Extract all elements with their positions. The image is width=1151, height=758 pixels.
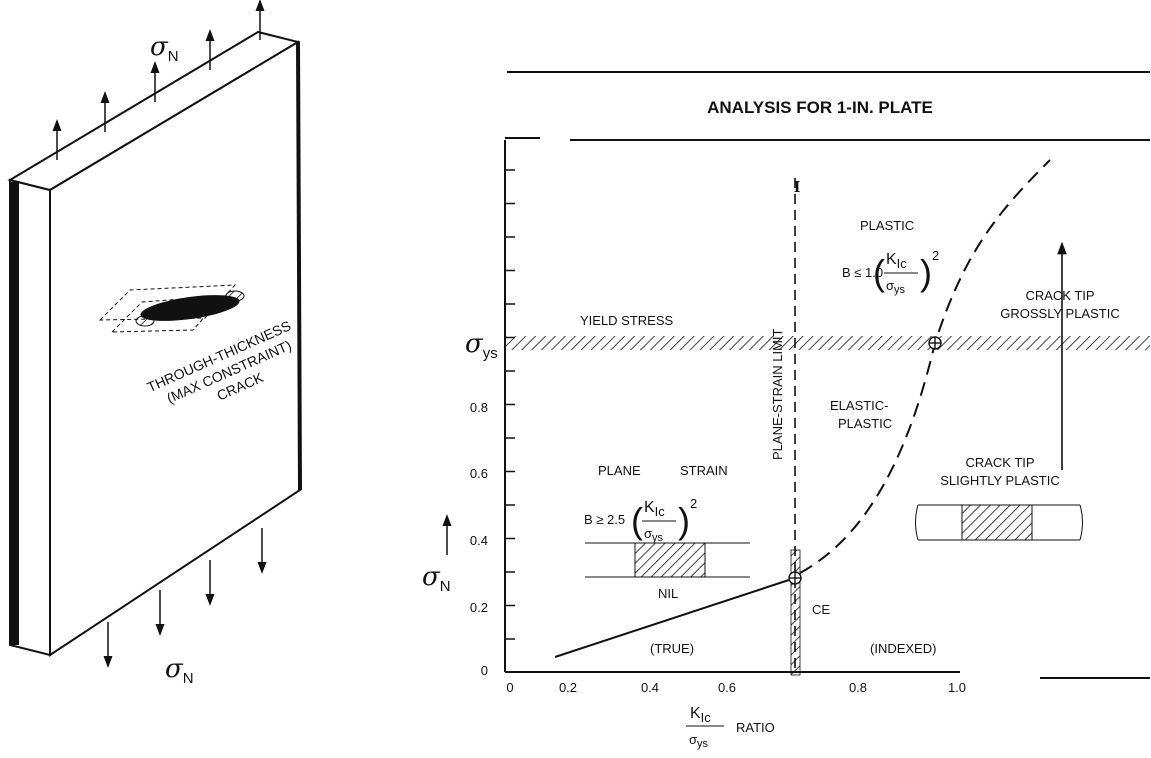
region-label: CRACK TIP: [965, 455, 1034, 470]
x-tick-label: 0: [506, 680, 513, 695]
x-axis-label: RATIO: [736, 720, 775, 735]
scale-label: (TRUE): [650, 641, 694, 656]
exponent: 2: [690, 496, 697, 511]
region-label: STRAIN: [680, 463, 728, 478]
subscript: Ic: [897, 256, 908, 271]
fraction-den: σys: [644, 526, 664, 544]
region-label: ELASTIC-: [830, 398, 889, 413]
plate-edge: [10, 182, 19, 645]
ticks: 0 0.2 0.4 0.6 0.8 0 0.2 0.4 0.6 0.8 1.0: [470, 170, 966, 695]
subscript: ys: [894, 284, 906, 296]
figure: σN σN THROUGH-THICKNESS (MAX CONSTRAINT)…: [0, 0, 1151, 758]
paren: (: [631, 500, 643, 541]
region-label: GROSSLY PLASTIC: [1000, 306, 1119, 321]
paren: (: [873, 252, 885, 293]
plate-edge: [298, 42, 300, 490]
y-tick-label: 0.4: [470, 533, 488, 548]
subscript: N: [168, 48, 179, 65]
subscript: Ic: [655, 504, 666, 519]
fraction-num: KIc: [886, 251, 907, 271]
y-tick-label: 0.6: [470, 466, 488, 481]
subscript: ys: [652, 532, 664, 544]
region-label: PLASTIC: [860, 218, 914, 233]
subscript: ys: [697, 738, 709, 750]
region-label: SLIGHTLY PLASTIC: [940, 473, 1059, 488]
symbol: σ: [422, 562, 441, 592]
x-tick-label: 0.4: [641, 680, 659, 695]
yield-label: YIELD STRESS: [580, 313, 674, 328]
stress-label: σN: [150, 32, 179, 65]
symbol: σ: [689, 732, 697, 747]
ce-band: [791, 550, 800, 675]
plate: σN σN THROUGH-THICKNESS (MAX CONSTRAINT)…: [10, 5, 308, 687]
symbol: K: [886, 251, 897, 268]
y-tick-label: 0: [481, 663, 488, 678]
yield-band: [505, 336, 1150, 350]
paren: ): [920, 252, 932, 293]
yield-symbol: σys: [465, 329, 498, 362]
symbol: σ: [644, 526, 652, 541]
chart-title: ANALYSIS FOR 1-IN. PLATE: [707, 98, 933, 117]
paren: ): [678, 500, 690, 541]
y-tick-label: 0.8: [470, 400, 488, 415]
symbol: σ: [165, 654, 184, 684]
region-label: CRACK TIP: [1025, 288, 1094, 303]
x-tick-label: 0.8: [849, 680, 867, 695]
subscript: N: [440, 578, 451, 595]
specimen-sketch: [585, 543, 750, 577]
x-fraction-den: σys: [689, 732, 709, 750]
fraction-num: KIc: [644, 499, 665, 519]
limit-label: PLANE-STRAIN LIMIT: [770, 328, 785, 460]
stress-label: σN: [165, 654, 194, 687]
region-label: PLASTIC: [838, 416, 892, 431]
region-label: PLANE: [598, 463, 641, 478]
symbol: σ: [465, 329, 484, 359]
ce-label: CE: [812, 602, 830, 617]
subscript: Ic: [701, 710, 712, 725]
fraction-den: σys: [886, 278, 906, 296]
subscript: N: [183, 670, 194, 687]
limit-marker: I: [794, 177, 801, 196]
symbol: σ: [886, 278, 894, 293]
criterion: B ≥ 2.5: [584, 512, 625, 527]
symbol: σ: [150, 32, 169, 62]
subscript: ys: [483, 345, 498, 362]
points: [789, 337, 941, 584]
symbol: K: [644, 499, 655, 516]
exponent: 2: [932, 248, 939, 263]
x-tick-label: 0.6: [718, 680, 736, 695]
symbol: K: [690, 705, 701, 722]
x-tick-label: 0.2: [559, 680, 577, 695]
y-axis-label: σN: [422, 562, 451, 595]
x-tick-label: 1.0: [948, 680, 966, 695]
x-fraction-num: KIc: [690, 705, 711, 725]
scale-label: (INDEXED): [870, 641, 936, 656]
y-tick-label: 0.2: [470, 600, 488, 615]
specimen-sketch: [916, 505, 1083, 540]
nil-label: NIL: [658, 586, 678, 601]
